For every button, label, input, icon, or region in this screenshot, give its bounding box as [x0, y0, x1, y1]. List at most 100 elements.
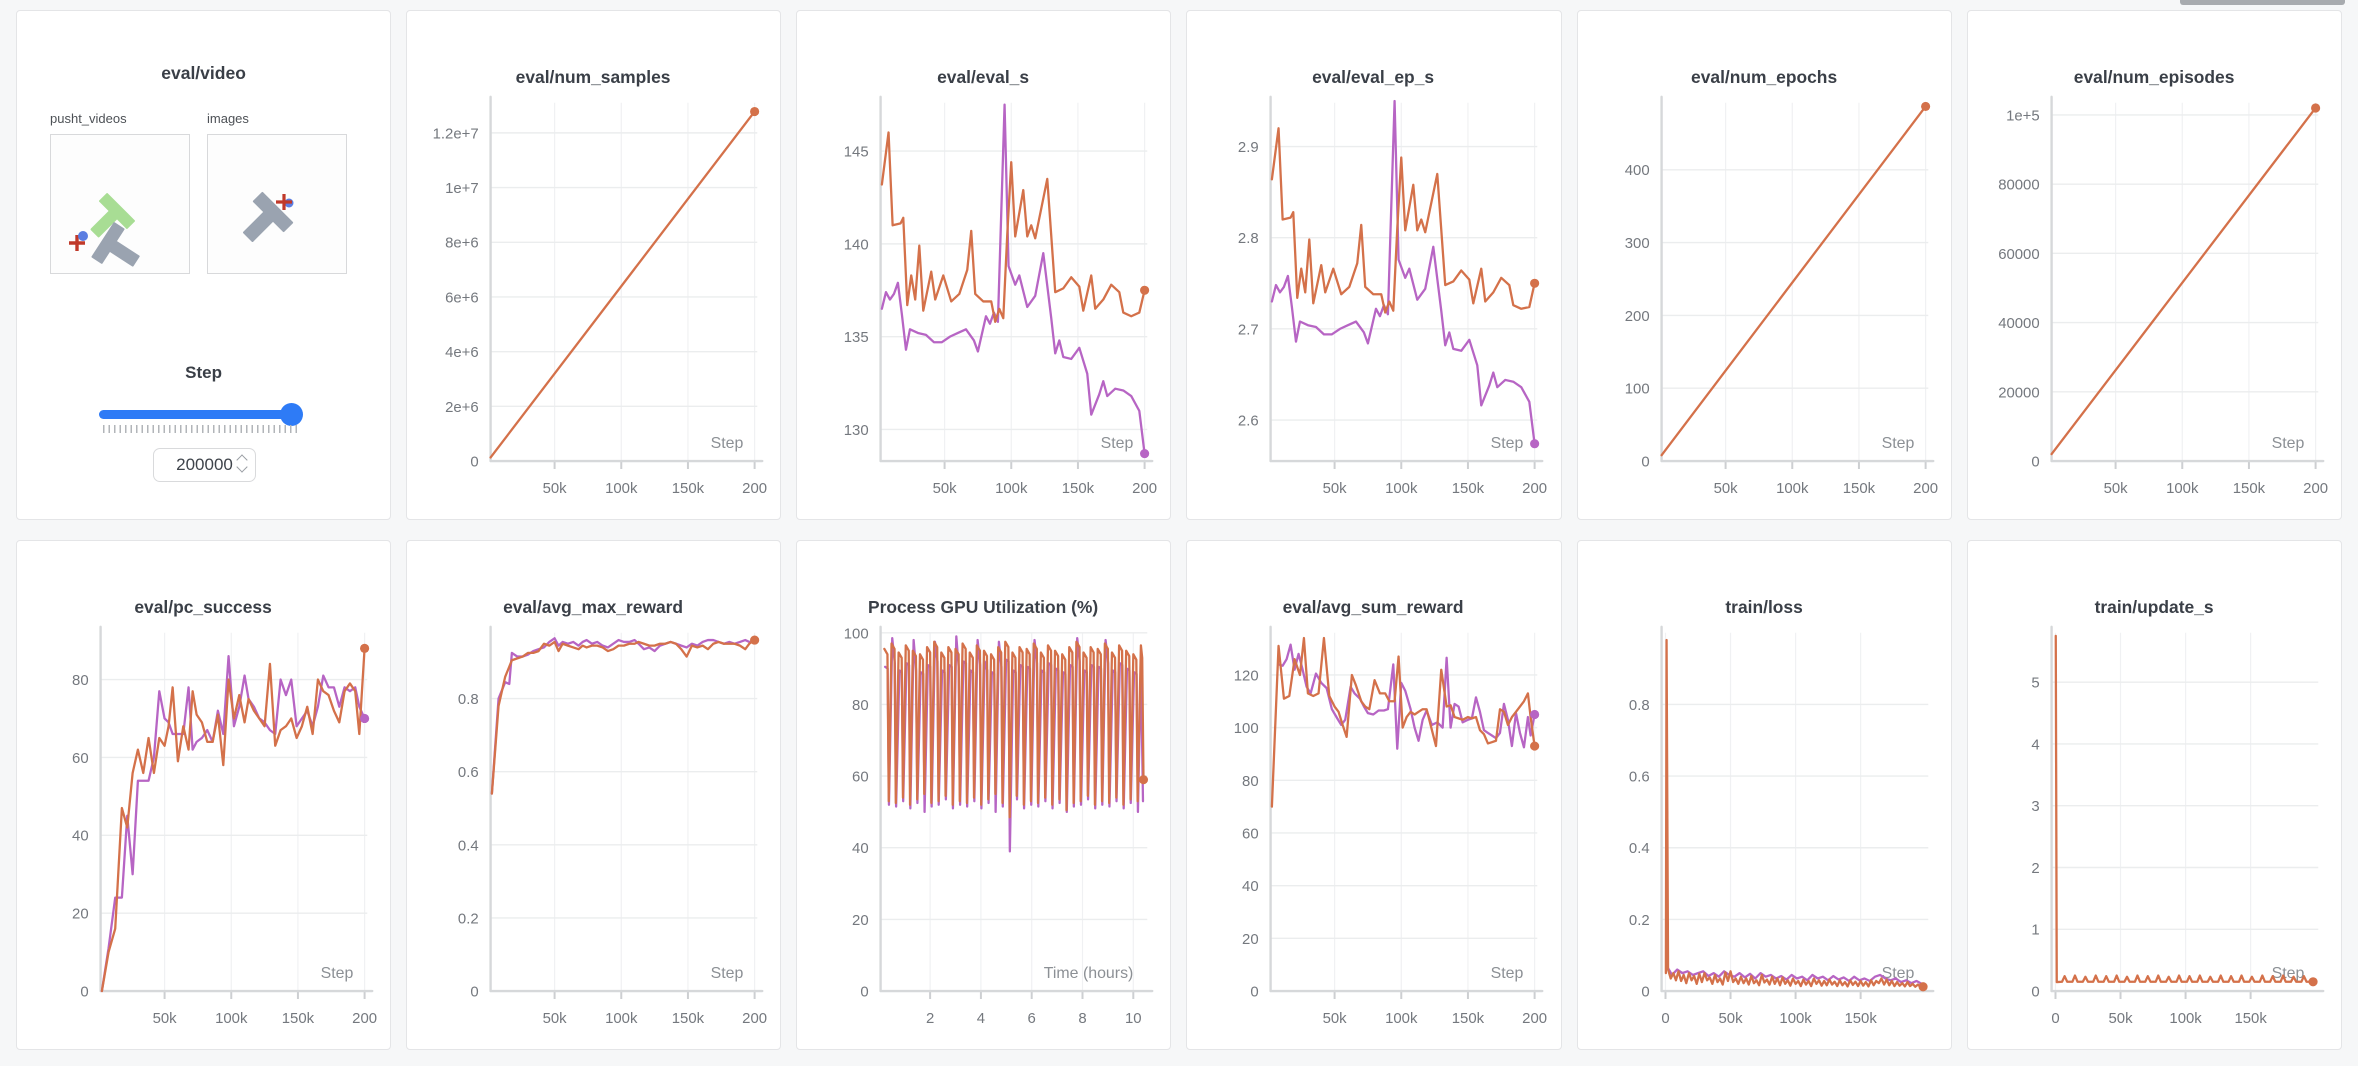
pusht-scene — [243, 191, 294, 242]
svg-text:50k: 50k — [933, 480, 958, 497]
svg-text:40: 40 — [72, 828, 89, 845]
svg-text:140: 140 — [844, 236, 869, 253]
svg-text:5: 5 — [2031, 675, 2039, 692]
line-chart[interactable]: eval/num_samples 50k 100k 150k 200 0 2e+6 4e+6… — [407, 11, 780, 519]
svg-text:1e+5: 1e+5 — [2006, 107, 2040, 124]
svg-text:6e+6: 6e+6 — [445, 289, 479, 306]
chart-title: eval/avg_max_reward — [503, 597, 683, 617]
svg-text:8: 8 — [1079, 1010, 1087, 1027]
svg-text:40: 40 — [1243, 878, 1260, 895]
svg-text:0: 0 — [861, 984, 869, 1001]
slider-ruler-ticks — [103, 425, 299, 433]
svg-text:150k: 150k — [282, 1010, 315, 1027]
svg-text:0.4: 0.4 — [458, 837, 479, 854]
svg-text:60: 60 — [72, 750, 89, 767]
svg-text:2.6: 2.6 — [1238, 412, 1259, 429]
line-chart[interactable]: train/loss 0 50k 100k 150k 0 0.2 0.4 0.6 0.8 Step — [1578, 541, 1951, 1049]
chart-title: eval/num_samples — [516, 67, 671, 87]
svg-text:60: 60 — [852, 769, 869, 786]
images-thumbnail[interactable] — [207, 134, 347, 274]
svg-text:Step: Step — [2271, 965, 2304, 982]
svg-text:1e+7: 1e+7 — [445, 180, 479, 197]
line-chart[interactable]: eval/avg_sum_reward 50k 100k 150k 200 0 20 40 6… — [1187, 541, 1560, 1049]
chart-panel-eval-num-samples: eval/num_samples 50k 100k 150k 200 0 2e+6 4e+6… — [406, 10, 782, 520]
chart-title: train/update_s — [2094, 597, 2213, 617]
goal-cross-icon — [276, 194, 292, 210]
svg-text:0.8: 0.8 — [1629, 697, 1650, 714]
pusht-scene — [69, 193, 140, 267]
svg-text:150k: 150k — [1452, 480, 1485, 497]
svg-text:0.2: 0.2 — [1629, 912, 1650, 929]
svg-text:8e+6: 8e+6 — [445, 235, 479, 252]
svg-text:0: 0 — [471, 454, 479, 471]
panel-title: eval/video — [161, 63, 246, 83]
svg-text:20: 20 — [852, 912, 869, 929]
svg-text:200: 200 — [352, 1010, 377, 1027]
svg-text:200: 200 — [1523, 1010, 1548, 1027]
svg-text:2: 2 — [2031, 860, 2039, 877]
chart-panel-gpu-utilization: Process GPU Utilization (%) 2 4 6 8 10 0 20 40 6… — [796, 540, 1172, 1050]
chart-panel-eval-eval-s: eval/eval_s 50k 100k 150k 200 130 135 140 145 St… — [796, 10, 1172, 520]
svg-text:40000: 40000 — [1998, 315, 2039, 332]
svg-text:200: 200 — [1913, 480, 1938, 497]
line-chart[interactable]: eval/num_epochs 50k 100k 150k 200 0 100 200 300… — [1578, 11, 1951, 519]
svg-text:150k: 150k — [672, 1010, 705, 1027]
svg-text:135: 135 — [844, 329, 869, 346]
svg-text:Step: Step — [711, 965, 744, 982]
line-chart[interactable]: eval/num_episodes 50k 100k 150k 200 0 20000 40… — [1968, 11, 2341, 519]
pusht-video-thumbnail[interactable] — [50, 134, 190, 274]
svg-text:150k: 150k — [672, 480, 705, 497]
svg-text:300: 300 — [1624, 235, 1649, 252]
svg-text:130: 130 — [844, 422, 869, 439]
step-input[interactable]: 200000 — [153, 448, 256, 482]
svg-text:100k: 100k — [1776, 480, 1809, 497]
svg-text:Step: Step — [1491, 965, 1524, 982]
stepper-arrows[interactable] — [236, 454, 248, 473]
line-chart[interactable]: train/update_s 0 50k 100k 150k 0 1 2 3 4 5 Step — [1968, 541, 2341, 1049]
chart-title: train/loss — [1725, 597, 1802, 617]
svg-text:50k: 50k — [1323, 1010, 1348, 1027]
thumbnail-label: pusht_videos — [50, 111, 127, 126]
svg-text:3: 3 — [2031, 798, 2039, 815]
svg-text:50k: 50k — [2103, 480, 2128, 497]
svg-text:200: 200 — [1132, 480, 1157, 497]
svg-text:0: 0 — [471, 984, 479, 1001]
svg-text:120: 120 — [1234, 667, 1259, 684]
agent-dot — [78, 231, 88, 241]
svg-text:1: 1 — [2031, 922, 2039, 939]
line-chart[interactable]: eval/eval_ep_s 50k 100k 150k 200 2.6 2.7 2.8 2.… — [1187, 11, 1560, 519]
svg-text:0.6: 0.6 — [1629, 769, 1650, 786]
svg-text:50k: 50k — [1718, 1010, 1743, 1027]
svg-text:50k: 50k — [153, 1010, 178, 1027]
svg-text:150k: 150k — [2233, 480, 2266, 497]
svg-text:Step: Step — [711, 435, 744, 452]
svg-text:80: 80 — [852, 697, 869, 714]
chart-title: Process GPU Utilization (%) — [868, 597, 1098, 617]
svg-text:2.8: 2.8 — [1238, 230, 1259, 247]
svg-text:60: 60 — [1243, 825, 1260, 842]
svg-text:100k: 100k — [1386, 480, 1419, 497]
svg-text:50k: 50k — [2108, 1010, 2133, 1027]
svg-text:150k: 150k — [1452, 1010, 1485, 1027]
line-chart[interactable]: eval/avg_max_reward 50k 100k 150k 200 0 0.2 0.… — [407, 541, 780, 1049]
line-chart[interactable]: eval/eval_s 50k 100k 150k 200 130 135 140 145 St… — [797, 11, 1170, 519]
line-chart[interactable]: Process GPU Utilization (%) 2 4 6 8 10020406… — [797, 541, 1170, 1049]
svg-text:Step: Step — [2271, 435, 2304, 452]
svg-text:0: 0 — [1641, 984, 1649, 1001]
chart-panel-eval-num-epochs: eval/num_epochs 50k 100k 150k 200 0 100 200 300… — [1576, 10, 1952, 520]
step-down-icon[interactable] — [236, 461, 248, 473]
svg-text:20: 20 — [1243, 931, 1260, 948]
chart-panel-train-loss: train/loss 0 50k 100k 150k 0 0.2 0.4 0.6 0.8 Step — [1576, 540, 1952, 1050]
svg-text:0.8: 0.8 — [458, 691, 479, 708]
slider-thumb[interactable] — [280, 403, 303, 426]
svg-text:20000: 20000 — [1998, 384, 2039, 401]
line-chart[interactable]: eval/pc_success 50k 100k 150k 200 0 20 40 60 80 S… — [17, 541, 390, 1049]
scroll-track-fragment[interactable] — [2180, 0, 2345, 5]
svg-text:0: 0 — [1641, 454, 1649, 471]
svg-text:200: 200 — [742, 480, 767, 497]
svg-text:0: 0 — [2031, 984, 2039, 1001]
slider-track[interactable] — [99, 403, 303, 426]
step-slider[interactable] — [99, 403, 303, 433]
svg-text:80000: 80000 — [1998, 177, 2039, 194]
